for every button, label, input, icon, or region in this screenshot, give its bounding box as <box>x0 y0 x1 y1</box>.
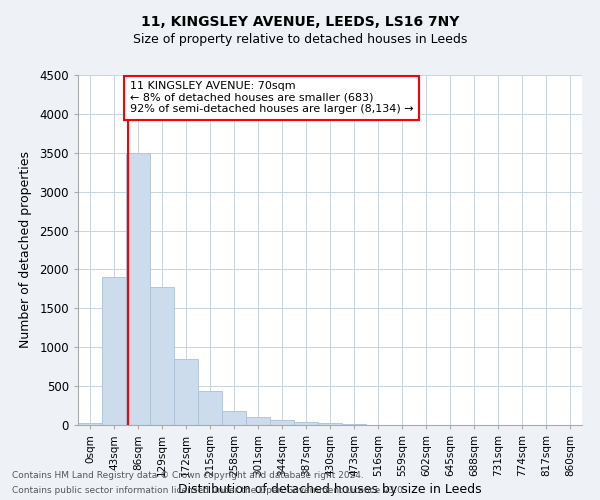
Bar <box>102 277 126 425</box>
X-axis label: Distribution of detached houses by size in Leeds: Distribution of detached houses by size … <box>178 483 482 496</box>
Text: Contains public sector information licensed under the Open Government Licence v3: Contains public sector information licen… <box>12 486 406 495</box>
Bar <box>198 391 222 425</box>
Text: Size of property relative to detached houses in Leeds: Size of property relative to detached ho… <box>133 32 467 46</box>
Y-axis label: Number of detached properties: Number of detached properties <box>19 152 32 348</box>
Text: Contains HM Land Registry data © Crown copyright and database right 2024.: Contains HM Land Registry data © Crown c… <box>12 471 364 480</box>
Bar <box>78 422 102 425</box>
Bar <box>174 359 198 425</box>
Text: 11, KINGSLEY AVENUE, LEEDS, LS16 7NY: 11, KINGSLEY AVENUE, LEEDS, LS16 7NY <box>141 15 459 29</box>
Bar <box>150 286 174 425</box>
Text: 11 KINGSLEY AVENUE: 70sqm
← 8% of detached houses are smaller (683)
92% of semi-: 11 KINGSLEY AVENUE: 70sqm ← 8% of detach… <box>130 81 413 114</box>
Bar <box>222 412 246 425</box>
Bar <box>270 420 294 425</box>
Bar <box>126 153 150 425</box>
Bar <box>294 422 318 425</box>
Bar <box>246 417 270 425</box>
Bar <box>342 424 366 425</box>
Bar <box>318 424 342 425</box>
